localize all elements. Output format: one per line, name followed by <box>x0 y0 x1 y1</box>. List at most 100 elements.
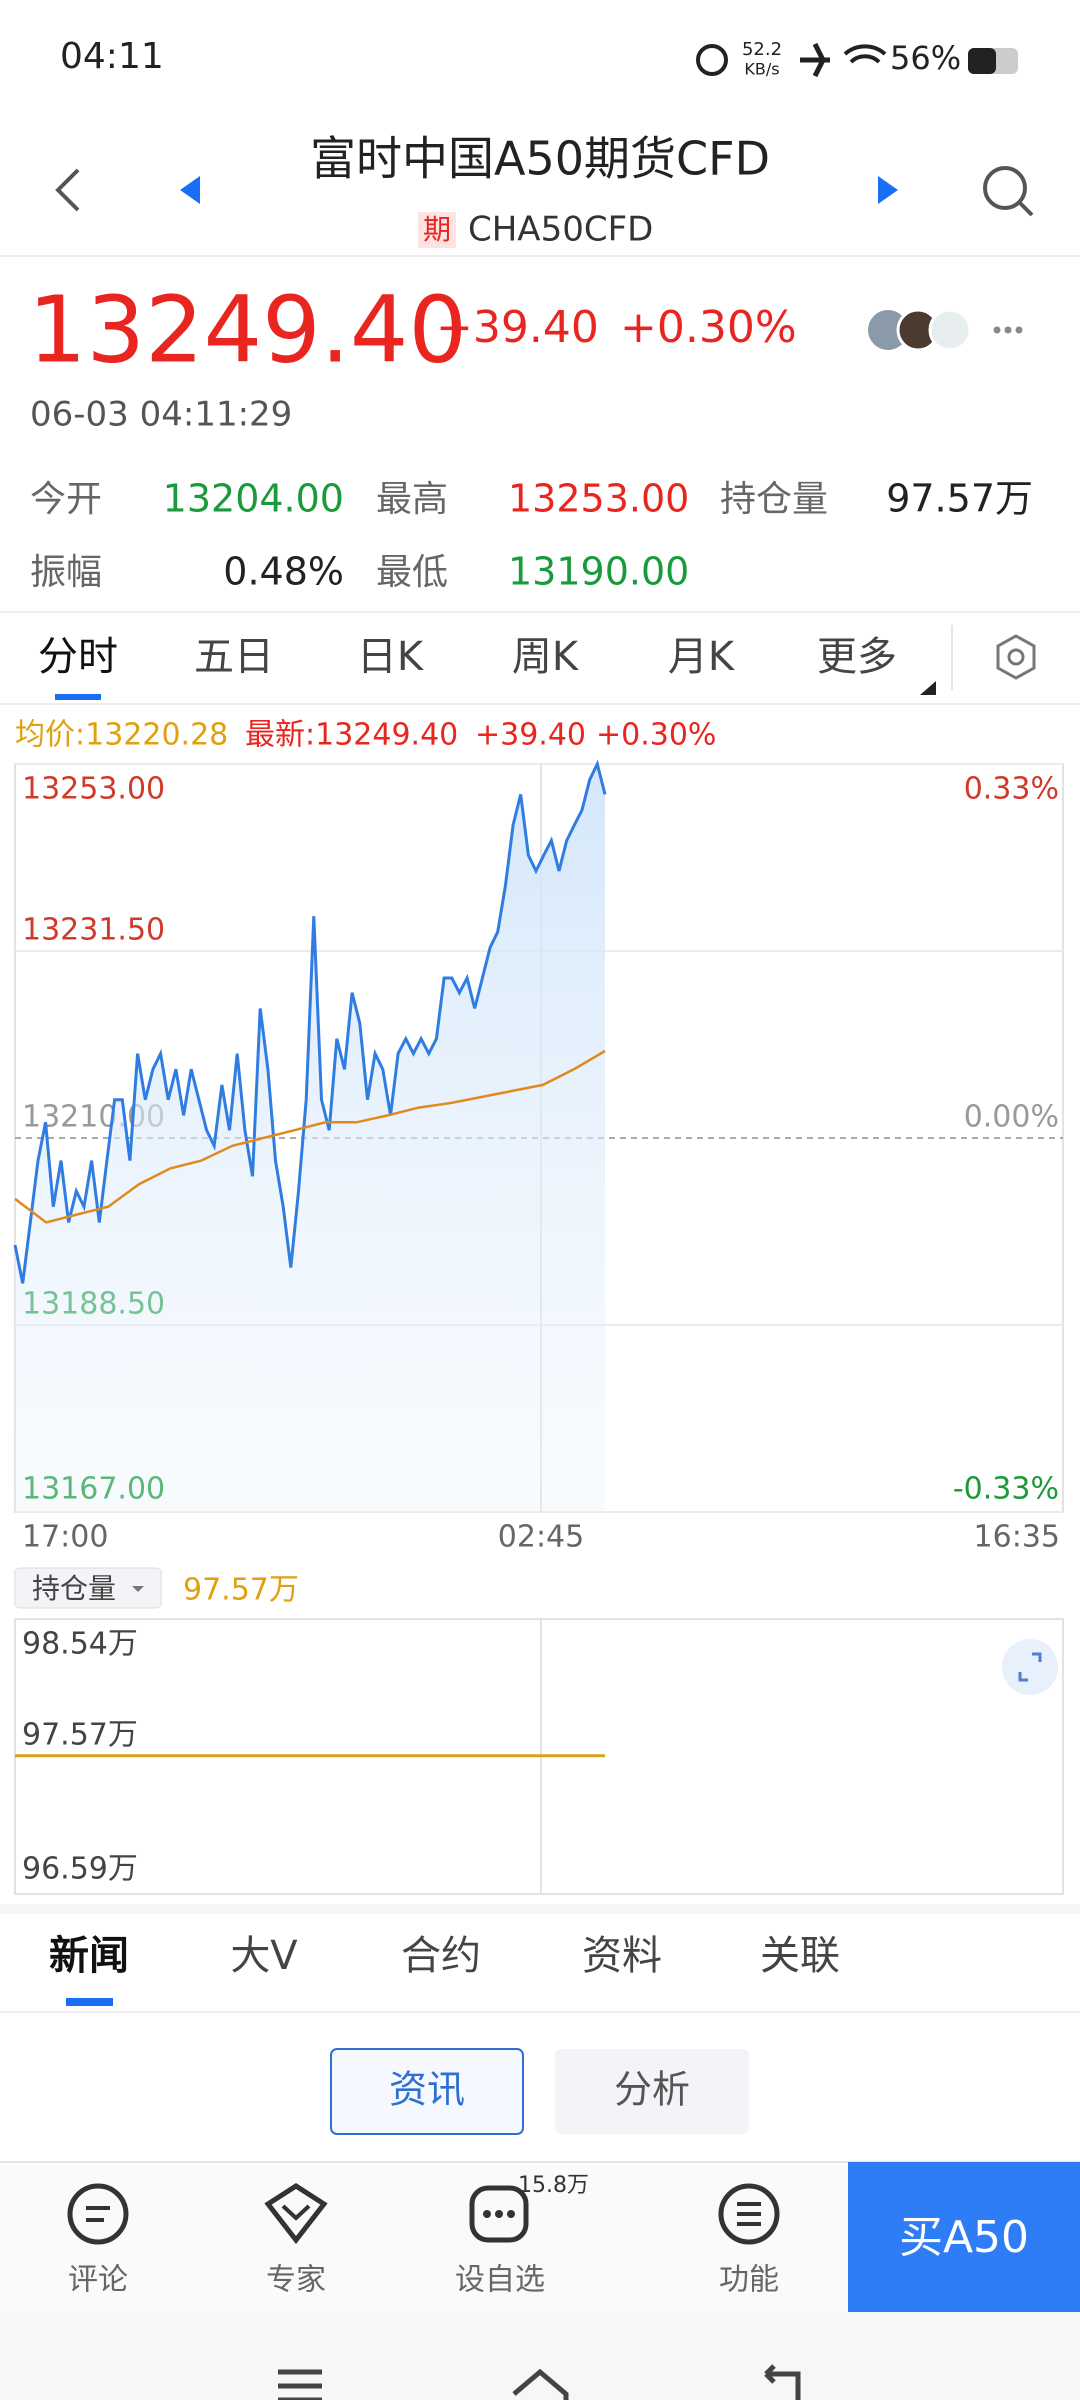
avatar[interactable] <box>928 308 972 352</box>
stat-label: 今开 <box>30 479 102 520</box>
bottom-item[interactable]: 评论 <box>68 2263 128 2298</box>
price-line <box>13 759 607 1284</box>
x-tick-label: 16:35 <box>974 1520 1060 1555</box>
chart-summary: 均价:13220.28 <box>15 718 228 753</box>
oi-selector-label: 持仓量 <box>32 1572 116 1605</box>
back-button[interactable] <box>55 168 80 212</box>
prev-button[interactable] <box>180 176 200 204</box>
bottom-items: 评论 专家 设自选 功能 <box>68 2263 779 2298</box>
stat-value: 13190.00 <box>508 550 689 594</box>
sub-tab-active[interactable] <box>330 2048 524 2135</box>
sub-tab[interactable] <box>555 2049 749 2134</box>
watchlist-icon[interactable] <box>469 2185 529 2243</box>
back-nav-button[interactable] <box>764 2364 801 2400</box>
y-tick-label: 96.59万 <box>22 1852 138 1887</box>
sub-tab-label: 分析 <box>614 2068 690 2112</box>
chart-summary: 最新:13249.40 <box>245 718 458 753</box>
bottom-item[interactable]: 设自选 <box>455 2263 545 2298</box>
nav-bar <box>0 2312 1080 2400</box>
chart-summary: +0.30% <box>596 718 716 753</box>
x-tick-label: 02:45 <box>498 1520 584 1555</box>
chart-tab[interactable]: 更多 <box>817 634 897 680</box>
oi-chart: 98.54万 97.57万 96.59万 <box>14 1618 1064 1895</box>
net-unit: KB/s <box>744 60 779 79</box>
tab-underline <box>55 694 101 700</box>
status-time: 04:11 <box>60 36 164 77</box>
dropdown-arrow <box>132 1586 144 1592</box>
chart-tab[interactable]: 月K <box>668 634 736 680</box>
airplane-icon <box>800 42 830 78</box>
x-tick-label: 17:00 <box>22 1520 108 1555</box>
badge: 15.8万 <box>518 2173 589 2198</box>
change-pct: +0.30% <box>620 302 797 353</box>
buy-button[interactable] <box>848 2162 1080 2312</box>
y-tick-label: 13253.00 <box>22 772 165 807</box>
comment-icon-lines <box>86 2206 110 2222</box>
settings-icon-center <box>1007 648 1025 666</box>
search-handle <box>1018 201 1034 217</box>
code: CHA50CFD <box>468 210 653 250</box>
battery-text: 56% <box>890 39 961 77</box>
home-button[interactable] <box>512 2368 569 2400</box>
price-area <box>15 764 605 1512</box>
expert-icon[interactable] <box>264 2183 328 2245</box>
y2-tick-label: 0.33% <box>964 772 1059 807</box>
news-tab[interactable]: 合约 <box>401 1933 481 1979</box>
stat-label: 振幅 <box>30 552 102 593</box>
more-triangle <box>920 681 936 695</box>
tab-underline <box>66 1998 113 2006</box>
chart-summary: +39.40 <box>475 718 586 753</box>
news-tabs: 新闻 大V 合约 资料 关联 <box>49 1933 840 1979</box>
chart-tab[interactable]: 日K <box>357 634 425 680</box>
spacer <box>0 1904 1080 1914</box>
price-chart: 均价:13220.28 最新:13249.40 +39.40 +0.30% 13253.… <box>13 718 1064 1555</box>
stat-value: 0.48% <box>223 550 344 594</box>
y-tick-label: 97.57万 <box>22 1717 138 1752</box>
news-tab[interactable]: 大V <box>230 1933 298 1979</box>
stat-value: 13253.00 <box>508 477 689 521</box>
sub-tab-label: 资讯 <box>389 2068 465 2112</box>
badge: 期 <box>423 213 451 246</box>
chart-tab[interactable]: 分时 <box>38 634 118 680</box>
settings-button[interactable] <box>996 634 1036 680</box>
stat-value: 97.57万 <box>886 477 1033 521</box>
watchlist-dots <box>483 2210 515 2218</box>
y-tick-label: 98.54万 <box>22 1627 138 1662</box>
timestamp: 06-03 04:11:29 <box>30 395 292 435</box>
next-button[interactable] <box>878 176 898 204</box>
battery-level <box>968 48 996 74</box>
oi-current: 97.57万 <box>183 1573 299 1608</box>
buy-label: 买A50 <box>899 2212 1029 2263</box>
y2-tick-label: -0.33% <box>953 1472 1059 1507</box>
avatar[interactable] <box>868 310 908 350</box>
avg-line <box>14 1049 606 1224</box>
bottom-item[interactable]: 功能 <box>719 2263 779 2298</box>
expand-icon <box>1018 1652 1042 1682</box>
function-icon-lines <box>737 2202 761 2226</box>
alarm-icon <box>696 44 728 76</box>
news-tab[interactable]: 关联 <box>760 1933 840 1979</box>
menu-button[interactable] <box>278 2369 322 2400</box>
chart-tab[interactable]: 周K <box>512 634 580 680</box>
badge-bg <box>418 212 456 248</box>
news-tab[interactable]: 资料 <box>582 1933 662 1979</box>
function-icon[interactable] <box>718 2183 780 2245</box>
wifi-icon <box>843 44 887 64</box>
chart-tab[interactable]: 五日 <box>194 634 274 680</box>
stat-value: 13204.00 <box>163 477 344 521</box>
price: 13249.40 <box>28 276 467 383</box>
more-button[interactable] <box>993 326 1023 334</box>
change: +39.40 <box>436 302 599 353</box>
news-tab[interactable]: 新闻 <box>49 1933 129 1979</box>
expand-button[interactable] <box>1002 1639 1058 1695</box>
search-button[interactable] <box>983 166 1027 210</box>
oi-selector[interactable] <box>14 1567 162 1609</box>
net-speed: 52.2 <box>742 39 782 60</box>
bottom-item[interactable]: 专家 <box>266 2263 326 2298</box>
stat-label: 最低 <box>376 552 448 593</box>
y2-tick-label: 0.00% <box>964 1100 1059 1135</box>
comment-icon[interactable] <box>67 2183 129 2245</box>
stat-label: 持仓量 <box>720 479 828 520</box>
